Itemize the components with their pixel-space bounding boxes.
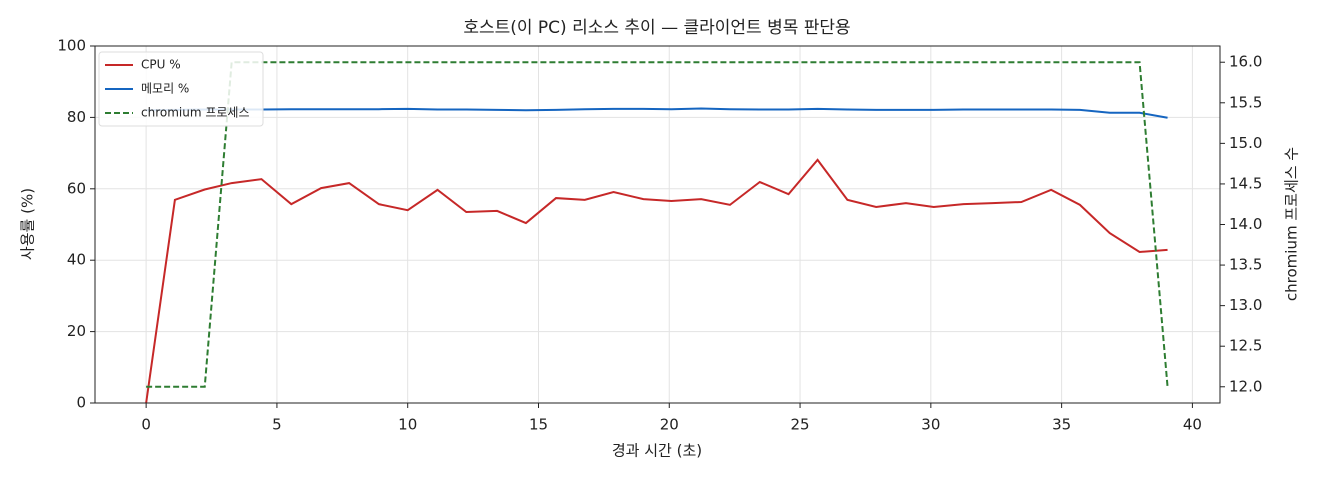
y-tick-label: 20 <box>67 322 86 340</box>
x-tick-label: 0 <box>141 416 151 434</box>
plot-frame <box>94 45 1221 404</box>
y-axis-label: 사용률 (%) <box>19 188 37 260</box>
data-line <box>146 107 1168 119</box>
y-tick-label: 40 <box>67 251 86 269</box>
y-tick-label: 100 <box>57 37 86 55</box>
x-tick-label: 40 <box>1183 416 1202 434</box>
y-tick-label: 0 <box>76 394 86 412</box>
y-tick-label: 60 <box>67 179 86 197</box>
legend-label: chromium 프로세스 <box>141 106 250 120</box>
data-line <box>145 158 1168 404</box>
x-tick-label: 10 <box>398 416 417 434</box>
y2-tick-label: 15.5 <box>1229 93 1262 111</box>
y2-axis-label: chromium 프로세스 수 <box>1283 147 1301 301</box>
legend-label: 메모리 % <box>141 82 189 96</box>
y-tick-label: 80 <box>67 108 86 126</box>
y2-tick-label: 13.0 <box>1229 296 1262 314</box>
y2-tick-label: 14.0 <box>1229 215 1262 233</box>
data-line <box>146 61 1169 388</box>
legend-box <box>98 51 264 127</box>
x-tick-label: 30 <box>921 416 940 434</box>
y2-tick-label: 13.5 <box>1229 256 1262 274</box>
y2-tick-label: 12.5 <box>1229 337 1262 355</box>
y2-tick-label: 15.0 <box>1229 134 1262 152</box>
y2-tick-label: 16.0 <box>1229 53 1262 71</box>
x-axis-label: 경과 시간 (초) <box>612 442 702 460</box>
chart-title: 호스트(이 PC) 리소스 추이 — 클라이언트 병목 판단용 <box>463 18 850 38</box>
x-tick-label: 35 <box>1052 416 1071 434</box>
x-tick-label: 25 <box>791 416 810 434</box>
legend-label: CPU % <box>141 58 181 72</box>
y2-tick-label: 14.5 <box>1229 174 1262 192</box>
x-tick-label: 5 <box>272 416 282 434</box>
x-tick-label: 15 <box>529 416 548 434</box>
y2-tick-label: 12.0 <box>1229 377 1262 395</box>
x-tick-label: 20 <box>660 416 679 434</box>
